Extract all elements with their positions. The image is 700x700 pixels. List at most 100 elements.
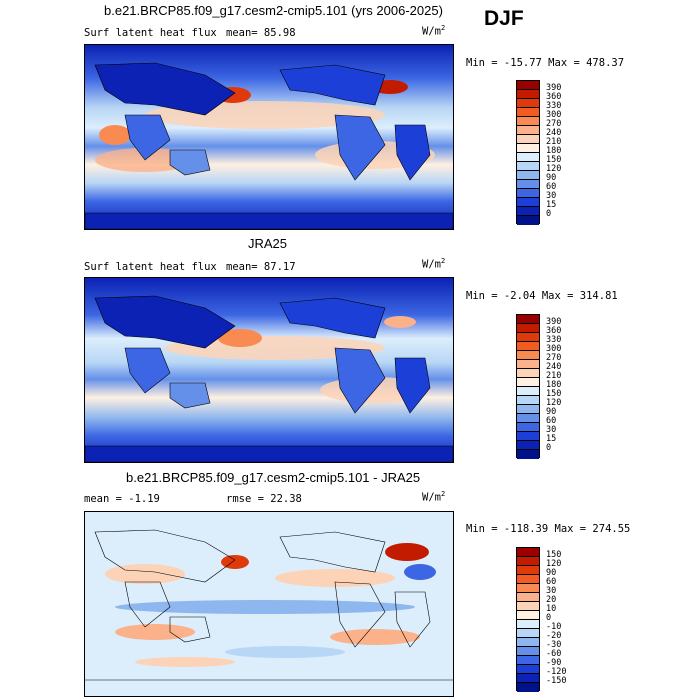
- colorbar-1-tick: 330: [546, 101, 562, 111]
- colorbar-3-swatch: [517, 602, 539, 611]
- colorbar-2-swatch: [517, 423, 539, 432]
- panel-2-map: [84, 277, 454, 463]
- panel-3-title: b.e21.BRCP85.f09_g17.cesm2-cmip5.101 - J…: [126, 470, 421, 485]
- colorbar-1-tick: 240: [546, 128, 562, 138]
- panel-3-colorbar-labels: 150 120 90 60 30 20 10 0 -10 -20 -30 -60…: [546, 547, 586, 691]
- panel-1-variable: Surf latent heat flux: [84, 27, 217, 39]
- panel-2-units: W/m2: [422, 257, 446, 271]
- colorbar-1-tick: 30: [546, 191, 557, 201]
- colorbar-2-swatch: [517, 342, 539, 351]
- colorbar-1-tick: 210: [546, 137, 562, 147]
- colorbar-2-swatch: [517, 396, 539, 405]
- colorbar-2-swatch: [517, 351, 539, 360]
- panel-2-colorbar: [516, 314, 540, 459]
- colorbar-2-tick: 30: [546, 425, 557, 435]
- colorbar-2-swatch: [517, 333, 539, 342]
- colorbar-1-swatch: [517, 135, 539, 144]
- colorbar-1-swatch: [517, 198, 539, 207]
- colorbar-3-swatch: [517, 557, 539, 566]
- colorbar-3-swatch: [517, 674, 539, 683]
- colorbar-1-tick: 60: [546, 182, 557, 192]
- panel-1-title: b.e21.BRCP85.f09_g17.cesm2-cmip5.101 (yr…: [104, 3, 443, 18]
- colorbar-2-tick: 60: [546, 416, 557, 426]
- panel-3-map: [84, 511, 454, 697]
- colorbar-2-swatch: [517, 432, 539, 441]
- panel-2-colorbar-labels: 390 360 330 300 270 240 210 180 150 120 …: [546, 314, 586, 458]
- colorbar-3-tick: -60: [546, 649, 562, 659]
- colorbar-3-tick: 0: [546, 613, 552, 623]
- colorbar-1-tick: 300: [546, 110, 562, 120]
- panel-2-title: JRA25: [248, 236, 288, 251]
- colorbar-3-tick: -120: [546, 667, 567, 677]
- colorbar-1-tick: 90: [546, 173, 557, 183]
- colorbar-1-swatch: [517, 180, 539, 189]
- panel-3-colorbar: [516, 547, 540, 692]
- colorbar-2-swatch: [517, 369, 539, 378]
- panel-3-units: W/m2: [422, 490, 446, 504]
- colorbar-1-tick: 150: [546, 155, 562, 165]
- colorbar-2-swatch: [517, 387, 539, 396]
- colorbar-3-swatch: [517, 566, 539, 575]
- colorbar-2-swatch: [517, 405, 539, 414]
- panel-3-minmax: Min = -118.39 Max = 274.55: [466, 523, 631, 535]
- colorbar-2-tick: 0: [546, 443, 552, 453]
- colorbar-1-swatch: [517, 108, 539, 117]
- colorbar-1-tick: 15: [546, 200, 557, 210]
- colorbar-3-tick: -90: [546, 658, 562, 668]
- colorbar-3-swatch: [517, 575, 539, 584]
- colorbar-3-swatch: [517, 629, 539, 638]
- panel-2-map-field: [85, 278, 453, 462]
- colorbar-2-swatch: [517, 441, 539, 450]
- colorbar-2-swatch: [517, 378, 539, 387]
- panel-3-mean: mean = -1.19: [84, 493, 160, 505]
- colorbar-2-swatch: [517, 315, 539, 324]
- colorbar-1-tick: 120: [546, 164, 562, 174]
- colorbar-3-tick: -10: [546, 622, 562, 632]
- colorbar-3-swatch: [517, 638, 539, 647]
- colorbar-3-swatch: [517, 683, 539, 692]
- colorbar-1-swatch: [517, 90, 539, 99]
- colorbar-2-swatch: [517, 414, 539, 423]
- colorbar-1-tick: 0: [546, 209, 552, 219]
- colorbar-3-tick: -150: [546, 676, 567, 686]
- panel-1-colorbar-labels: 390 360 330 300 270 240 210 180 150 120 …: [546, 80, 586, 224]
- colorbar-2-tick: 390: [546, 317, 562, 327]
- colorbar-3-swatch: [517, 647, 539, 656]
- colorbar-3-swatch: [517, 584, 539, 593]
- colorbar-1-tick: 390: [546, 83, 562, 93]
- colorbar-2-tick: 180: [546, 380, 562, 390]
- colorbar-2-tick: 90: [546, 407, 557, 417]
- panel-1-minmax: Min = -15.77 Max = 478.37: [466, 57, 625, 69]
- panel-2-minmax: Min = -2.04 Max = 314.81: [466, 290, 618, 302]
- panel-1-colorbar: [516, 80, 540, 225]
- panel-1-map-field: [85, 45, 453, 229]
- colorbar-2-tick: 120: [546, 398, 562, 408]
- colorbar-2-tick: 300: [546, 344, 562, 354]
- colorbar-2-tick: 360: [546, 326, 562, 336]
- panel-3-map-field: [85, 512, 453, 696]
- colorbar-1-tick: 270: [546, 119, 562, 129]
- panel-2-variable: Surf latent heat flux: [84, 261, 217, 273]
- colorbar-1-tick: 360: [546, 92, 562, 102]
- colorbar-2-tick: 210: [546, 371, 562, 381]
- colorbar-1-swatch: [517, 144, 539, 153]
- colorbar-1-swatch: [517, 117, 539, 126]
- colorbar-3-tick: 120: [546, 559, 562, 569]
- colorbar-1-swatch: [517, 126, 539, 135]
- colorbar-3-swatch: [517, 593, 539, 602]
- colorbar-1-swatch: [517, 207, 539, 216]
- panel-2-mean: mean= 87.17: [226, 261, 296, 273]
- colorbar-3-tick: 10: [546, 604, 557, 614]
- colorbar-2-tick: 330: [546, 335, 562, 345]
- colorbar-1-swatch: [517, 81, 539, 90]
- colorbar-3-tick: 30: [546, 586, 557, 596]
- colorbar-3-swatch: [517, 548, 539, 557]
- colorbar-1-tick: 180: [546, 146, 562, 156]
- colorbar-3-tick: 90: [546, 568, 557, 578]
- colorbar-1-swatch: [517, 216, 539, 225]
- colorbar-1-swatch: [517, 162, 539, 171]
- colorbar-3-swatch: [517, 611, 539, 620]
- colorbar-2-tick: 150: [546, 389, 562, 399]
- colorbar-1-swatch: [517, 153, 539, 162]
- colorbar-3-tick: 20: [546, 595, 557, 605]
